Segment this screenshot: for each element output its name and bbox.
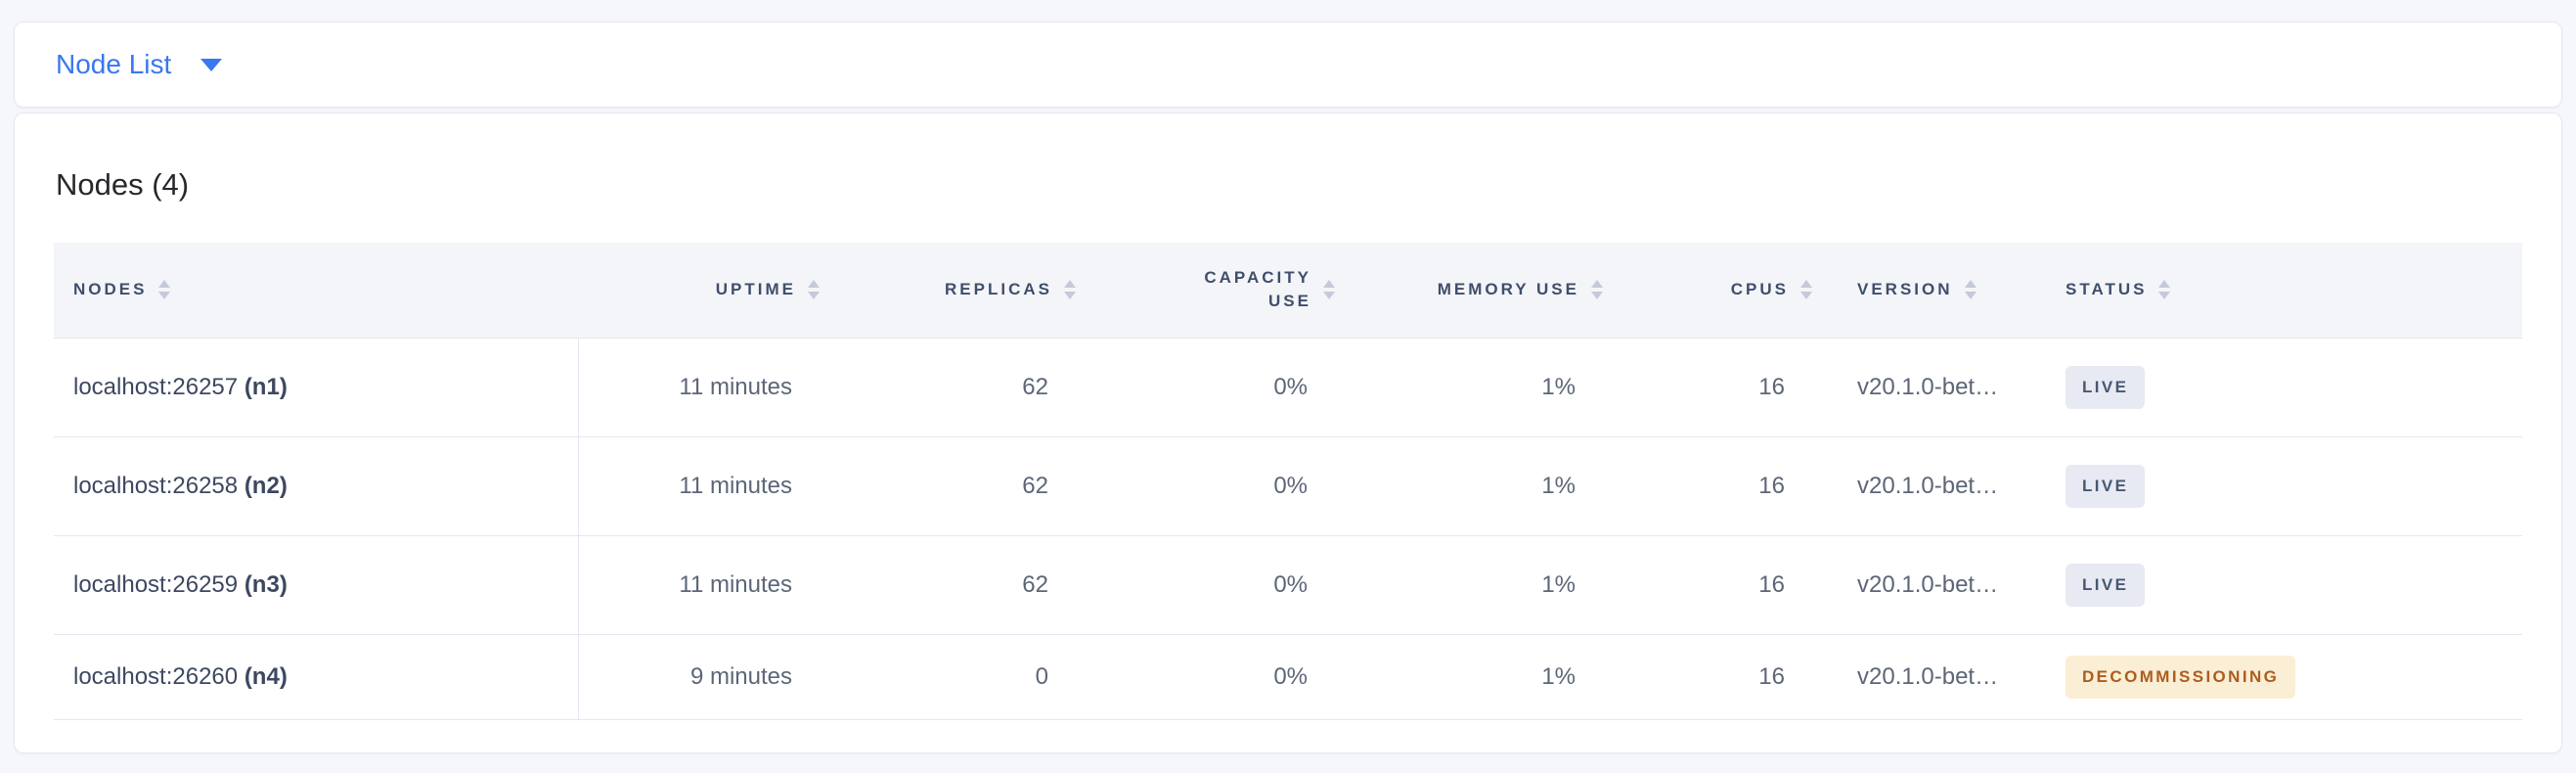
node-id: (n1) — [244, 373, 288, 400]
sort-icon[interactable] — [808, 280, 820, 300]
replicas-cell: 62 — [827, 338, 1084, 437]
memory-use-cell: 1% — [1343, 535, 1611, 635]
sort-icon[interactable] — [1064, 280, 1076, 300]
column-header-status[interactable]: STATUS — [2028, 243, 2522, 339]
view-selector-card: Node List — [14, 22, 2562, 108]
sort-icon[interactable] — [1800, 280, 1812, 300]
status-cell: DECOMMISSIONING — [2028, 634, 2522, 720]
uptime-cell: 11 minutes — [578, 436, 827, 536]
column-header-memory-use[interactable]: MEMORY USE — [1343, 243, 1611, 339]
sort-icon[interactable] — [1964, 280, 1976, 300]
view-selector-label[interactable]: Node List — [56, 49, 172, 79]
status-cell: LIVE — [2028, 535, 2522, 635]
column-header-nodes[interactable]: NODES — [54, 243, 578, 339]
table-row[interactable]: localhost:26260 (n4) 9 minutes 0 0% 1% 1… — [54, 634, 2522, 720]
version-cell: v20.1.0-bet… — [1820, 338, 2028, 437]
cpus-cell: 16 — [1611, 634, 1820, 720]
nodes-table: NODES UPTIME REPLICAS CAPACITY USE MEMOR… — [54, 243, 2522, 720]
replicas-cell: 0 — [827, 634, 1084, 720]
nodes-count-heading: Nodes (4) — [56, 167, 190, 202]
node-address-cell[interactable]: localhost:26257 (n1) — [54, 338, 579, 437]
capacity-use-cell: 0% — [1084, 535, 1343, 635]
sort-icon[interactable] — [1323, 280, 1335, 300]
status-cell: LIVE — [2028, 338, 2522, 437]
table-row[interactable]: localhost:26259 (n3) 11 minutes 62 0% 1%… — [54, 535, 2522, 635]
cpus-cell: 16 — [1611, 535, 1820, 635]
view-selector-dropdown[interactable]: Node List — [56, 49, 223, 80]
memory-use-cell: 1% — [1343, 436, 1611, 536]
status-badge: LIVE — [2065, 464, 2146, 508]
capacity-use-cell: 0% — [1084, 634, 1343, 720]
chevron-down-icon — [200, 58, 223, 71]
version-cell: v20.1.0-bet… — [1820, 535, 2028, 635]
status-cell: LIVE — [2028, 436, 2522, 536]
page: Node List Nodes (4) NODES UPTIME — [14, 22, 2562, 753]
sort-icon[interactable] — [158, 280, 171, 300]
sort-icon[interactable] — [1591, 280, 1603, 300]
column-header-uptime[interactable]: UPTIME — [578, 243, 827, 339]
column-header-cpus[interactable]: CPUS — [1611, 243, 1820, 339]
status-badge: DECOMMISSIONING — [2065, 655, 2296, 699]
nodes-card: Nodes (4) NODES UPTIME REPLICAS — [14, 113, 2562, 753]
column-header-version[interactable]: VERSION — [1820, 243, 2028, 339]
status-badge: LIVE — [2065, 365, 2146, 409]
table-header-row: NODES UPTIME REPLICAS CAPACITY USE MEMOR… — [54, 243, 2522, 339]
uptime-cell: 11 minutes — [578, 338, 827, 437]
uptime-cell: 11 minutes — [578, 535, 827, 635]
node-address-cell[interactable]: localhost:26259 (n3) — [54, 535, 579, 635]
cpus-cell: 16 — [1611, 436, 1820, 536]
memory-use-cell: 1% — [1343, 634, 1611, 720]
table-row[interactable]: localhost:26257 (n1) 11 minutes 62 0% 1%… — [54, 338, 2522, 437]
uptime-cell: 9 minutes — [578, 634, 827, 720]
capacity-use-cell: 0% — [1084, 436, 1343, 536]
node-id: (n2) — [244, 472, 288, 499]
version-cell: v20.1.0-bet… — [1820, 634, 2028, 720]
version-cell: v20.1.0-bet… — [1820, 436, 2028, 536]
memory-use-cell: 1% — [1343, 338, 1611, 437]
node-id: (n3) — [244, 570, 288, 598]
column-header-replicas[interactable]: REPLICAS — [827, 243, 1084, 339]
table-row[interactable]: localhost:26258 (n2) 11 minutes 62 0% 1%… — [54, 436, 2522, 536]
cpus-cell: 16 — [1611, 338, 1820, 437]
replicas-cell: 62 — [827, 535, 1084, 635]
capacity-use-cell: 0% — [1084, 338, 1343, 437]
replicas-cell: 62 — [827, 436, 1084, 536]
node-address-cell[interactable]: localhost:26260 (n4) — [54, 634, 579, 720]
sort-icon[interactable] — [2158, 280, 2171, 300]
node-address-cell[interactable]: localhost:26258 (n2) — [54, 436, 579, 536]
node-id: (n4) — [244, 662, 288, 690]
status-badge: LIVE — [2065, 563, 2146, 607]
column-header-capacity-use[interactable]: CAPACITY USE — [1084, 243, 1343, 339]
